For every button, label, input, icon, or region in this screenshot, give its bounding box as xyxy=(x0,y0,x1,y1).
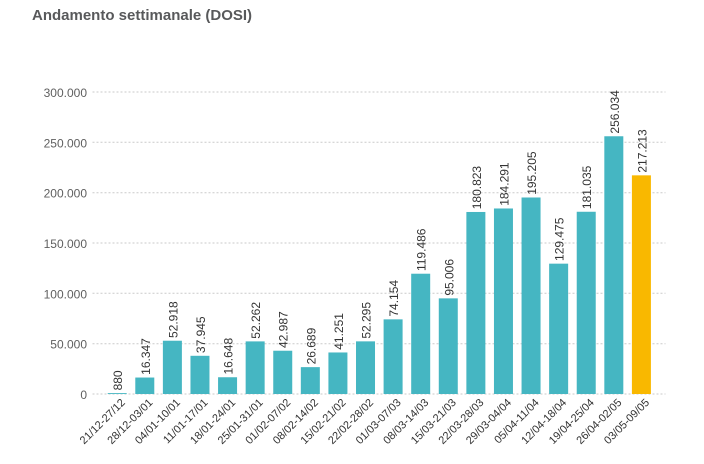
svg-text:250.000: 250.000 xyxy=(44,136,88,150)
svg-text:95.006: 95.006 xyxy=(442,259,456,296)
svg-text:180.823: 180.823 xyxy=(470,166,484,210)
svg-text:42.987: 42.987 xyxy=(277,311,291,348)
svg-text:Andamento settimanale (DOSI): Andamento settimanale (DOSI) xyxy=(32,7,252,24)
svg-text:50.000: 50.000 xyxy=(50,338,87,352)
svg-text:129.475: 129.475 xyxy=(553,217,567,261)
svg-text:16.648: 16.648 xyxy=(222,338,236,375)
svg-text:195.205: 195.205 xyxy=(525,151,539,195)
svg-text:256.034: 256.034 xyxy=(608,90,622,134)
svg-text:74.154: 74.154 xyxy=(387,280,401,317)
svg-text:26.689: 26.689 xyxy=(304,327,318,364)
svg-text:52.918: 52.918 xyxy=(166,301,180,338)
svg-text:217.213: 217.213 xyxy=(635,129,649,173)
svg-text:880: 880 xyxy=(111,370,125,390)
svg-text:119.486: 119.486 xyxy=(415,228,429,271)
svg-text:37.945: 37.945 xyxy=(194,316,208,353)
svg-text:0: 0 xyxy=(80,388,87,402)
svg-text:181.035: 181.035 xyxy=(580,165,594,209)
svg-text:52.262: 52.262 xyxy=(249,302,263,339)
svg-text:52.295: 52.295 xyxy=(360,302,374,339)
svg-text:41.251: 41.251 xyxy=(332,313,346,350)
svg-text:16.347: 16.347 xyxy=(139,338,153,375)
svg-text:150.000: 150.000 xyxy=(44,237,88,251)
svg-text:100.000: 100.000 xyxy=(44,287,88,301)
svg-text:200.000: 200.000 xyxy=(44,187,88,201)
svg-text:184.291: 184.291 xyxy=(497,162,511,206)
svg-text:300.000: 300.000 xyxy=(44,86,88,100)
